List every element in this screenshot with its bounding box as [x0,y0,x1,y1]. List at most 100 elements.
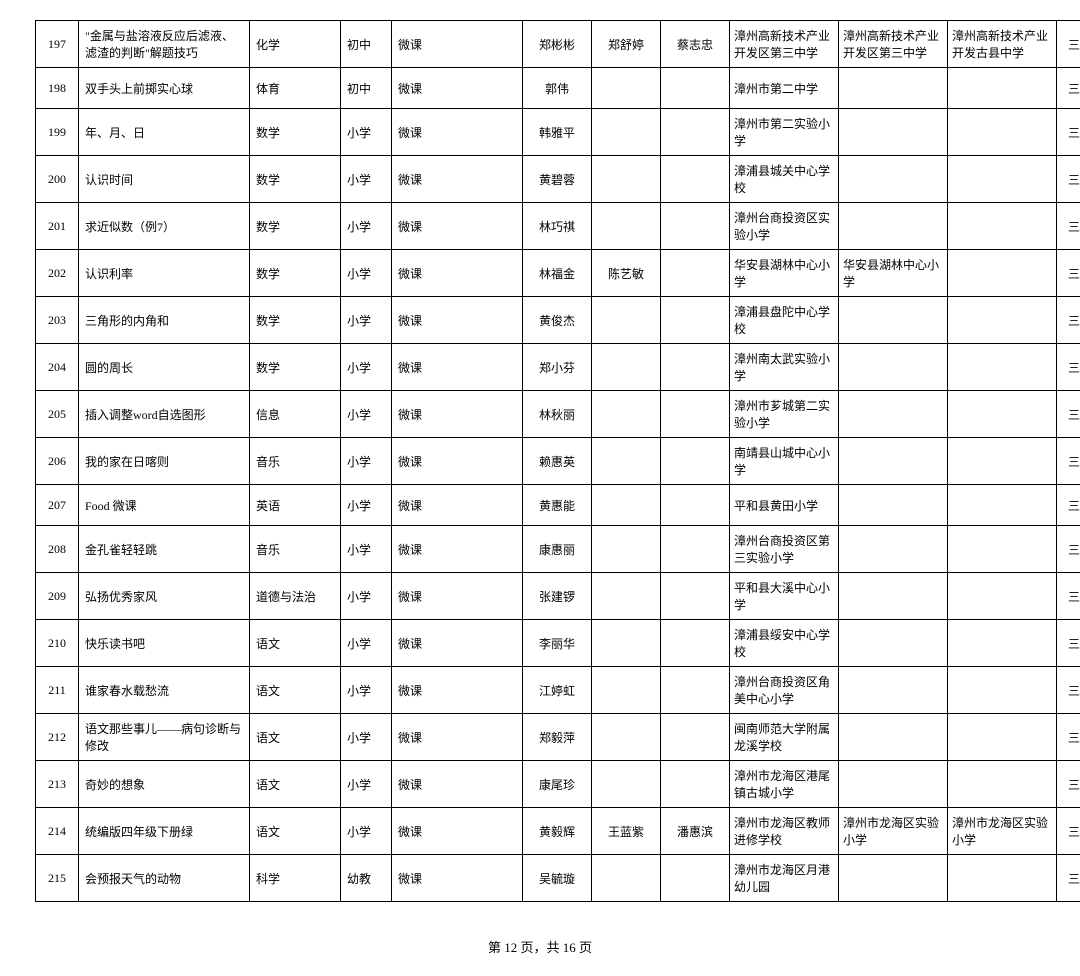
row-number: 197 [36,21,79,68]
row-award: 三等奖 [1057,438,1080,485]
row-award: 三等奖 [1057,526,1080,573]
row-author1: 江婷虹 [523,667,592,714]
row-school3 [948,526,1057,573]
row-school3 [948,667,1057,714]
row-award: 三等奖 [1057,855,1080,902]
row-author2 [592,438,661,485]
row-school1: 漳州市芗城第二实验小学 [730,391,839,438]
row-type: 微课 [392,573,523,620]
row-type: 微课 [392,438,523,485]
row-author1: 郑小芬 [523,344,592,391]
row-school1: 漳州市龙海区教师进修学校 [730,808,839,855]
row-school2 [839,438,948,485]
row-school3 [948,761,1057,808]
row-school2 [839,855,948,902]
row-school3 [948,156,1057,203]
row-subject: 语文 [250,620,341,667]
row-school3 [948,109,1057,156]
table-row: 215会预报天气的动物科学幼教微课吴毓璇漳州市龙海区月港幼儿园三等奖 [36,855,1080,902]
row-award: 三等奖 [1057,68,1080,109]
row-level: 小学 [341,109,392,156]
row-author1: 康惠丽 [523,526,592,573]
row-school3: 漳州高新技术产业开发古县中学 [948,21,1057,68]
row-author1: 郑彬彬 [523,21,592,68]
row-author2: 陈艺敏 [592,250,661,297]
row-level: 小学 [341,620,392,667]
row-number: 208 [36,526,79,573]
row-author3: 潘惠滨 [661,808,730,855]
row-title: 我的家在日喀则 [79,438,250,485]
row-level: 小学 [341,573,392,620]
row-award: 三等奖 [1057,109,1080,156]
row-school1: 漳州市龙海区月港幼儿园 [730,855,839,902]
row-subject: 体育 [250,68,341,109]
row-type: 微课 [392,250,523,297]
table-row: 208金孔雀轻轻跳音乐小学微课康惠丽漳州台商投资区第三实验小学三等奖 [36,526,1080,573]
row-subject: 音乐 [250,526,341,573]
row-award: 三等奖 [1057,485,1080,526]
row-level: 小学 [341,485,392,526]
row-title: 认识时间 [79,156,250,203]
row-level: 小学 [341,156,392,203]
row-author3 [661,68,730,109]
row-author3 [661,203,730,250]
row-level: 小学 [341,438,392,485]
row-author2: 王蓝紫 [592,808,661,855]
table-row: 209弘扬优秀家风道德与法治小学微课张建锣平和县大溪中心小学三等奖 [36,573,1080,620]
row-level: 小学 [341,808,392,855]
row-award: 三等奖 [1057,391,1080,438]
row-author1: 黄碧蓉 [523,156,592,203]
row-title: 圆的周长 [79,344,250,391]
row-school1: 漳州台商投资区实验小学 [730,203,839,250]
row-author3 [661,297,730,344]
row-author2 [592,573,661,620]
row-author2 [592,391,661,438]
row-school2 [839,68,948,109]
row-title: 奇妙的想象 [79,761,250,808]
row-type: 微课 [392,808,523,855]
row-author3 [661,667,730,714]
row-school3 [948,68,1057,109]
row-number: 202 [36,250,79,297]
row-number: 198 [36,68,79,109]
row-author3 [661,573,730,620]
row-school3 [948,297,1057,344]
row-type: 微课 [392,344,523,391]
row-type: 微课 [392,714,523,761]
row-number: 215 [36,855,79,902]
row-author3 [661,391,730,438]
row-author1: 黄俊杰 [523,297,592,344]
row-title: 插入调整word自选图形 [79,391,250,438]
row-number: 205 [36,391,79,438]
row-subject: 数学 [250,250,341,297]
row-award: 三等奖 [1057,573,1080,620]
row-subject: 语文 [250,761,341,808]
row-level: 小学 [341,391,392,438]
row-school2 [839,203,948,250]
row-school3 [948,714,1057,761]
row-number: 199 [36,109,79,156]
row-author1: 林秋丽 [523,391,592,438]
row-title: 会预报天气的动物 [79,855,250,902]
table-row: 200认识时间数学小学微课黄碧蓉漳浦县城关中心学校三等奖 [36,156,1080,203]
row-school1: 华安县湖林中心小学 [730,250,839,297]
row-school1: 漳州市第二实验小学 [730,109,839,156]
row-subject: 语文 [250,714,341,761]
row-author2 [592,344,661,391]
row-school1: 漳州高新技术产业开发区第三中学 [730,21,839,68]
row-number: 211 [36,667,79,714]
row-school1: 平和县大溪中心小学 [730,573,839,620]
row-title: 弘扬优秀家风 [79,573,250,620]
page-indicator: 第 12 页，共 16 页 [35,937,1045,956]
table-row: 203三角形的内角和数学小学微课黄俊杰漳浦县盘陀中心学校三等奖 [36,297,1080,344]
row-school3 [948,203,1057,250]
row-level: 小学 [341,250,392,297]
row-school2 [839,485,948,526]
table-row: 198双手头上前掷实心球体育初中微课郭伟漳州市第二中学三等奖 [36,68,1080,109]
row-author2 [592,109,661,156]
row-award: 三等奖 [1057,156,1080,203]
row-type: 微课 [392,21,523,68]
row-subject: 语文 [250,808,341,855]
row-author1: 黄惠能 [523,485,592,526]
row-school2: 华安县湖林中心小学 [839,250,948,297]
